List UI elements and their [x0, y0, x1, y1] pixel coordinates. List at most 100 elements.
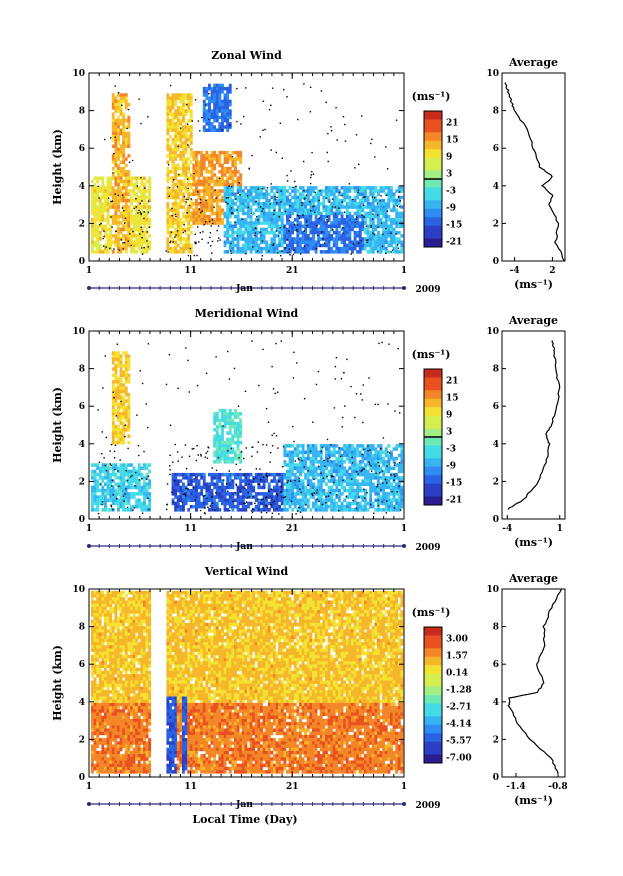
average-frame	[501, 72, 566, 262]
heatmap-cell	[231, 479, 235, 483]
heatmap-cell	[319, 447, 323, 451]
contour-dot	[377, 214, 379, 216]
heatmap-cell	[244, 227, 248, 232]
heatmap-cell	[374, 224, 378, 228]
heatmap-cell	[348, 482, 352, 486]
heatmap-cell	[338, 234, 341, 238]
heatmap-cell	[288, 501, 292, 506]
heatmap-cell	[317, 472, 321, 477]
heatmap-cell	[293, 476, 297, 480]
heatmap-cell	[301, 189, 305, 193]
heatmap-cell	[390, 492, 393, 496]
heatmap-cell	[275, 211, 279, 216]
contour-dot	[105, 436, 107, 439]
heatmap-cell	[119, 469, 123, 474]
heatmap-cell	[257, 472, 261, 477]
heatmap-cell	[296, 227, 300, 232]
heatmap-cell	[215, 444, 219, 448]
heatmap-cell	[348, 198, 352, 203]
heatmap-cell	[239, 208, 243, 212]
contour-dot	[332, 229, 334, 231]
heatmap-cell	[106, 488, 110, 493]
heatmap-cell	[184, 495, 188, 499]
heatmap-cell	[314, 469, 318, 474]
heatmap-cell	[93, 234, 97, 238]
heatmap-cell	[335, 460, 339, 464]
heatmap-cell	[221, 437, 224, 442]
heatmap-cell	[187, 224, 191, 228]
heatmap-cell	[137, 504, 141, 509]
heatmap-cell	[395, 250, 399, 254]
heatmap-cell	[231, 237, 235, 241]
heatmap-cell	[262, 202, 266, 206]
contour-dot	[338, 207, 340, 209]
contour-dot	[174, 443, 176, 446]
heatmap-cell	[109, 472, 113, 477]
contour-dot	[241, 218, 244, 220]
heatmap-cell	[192, 192, 196, 196]
heatmap-cell	[283, 476, 287, 480]
heatmap-cell	[117, 131, 120, 136]
heatmap-cell	[215, 501, 219, 506]
heatmap-cell	[377, 221, 380, 225]
contour-dot	[361, 469, 364, 471]
contour-dot	[325, 101, 327, 104]
heatmap-cell	[127, 122, 131, 126]
heatmap-cell	[145, 195, 149, 200]
heatmap-cell	[205, 93, 209, 97]
heatmap-cell	[124, 205, 128, 209]
heatmap-cell	[143, 492, 146, 496]
heatmap-cell	[221, 106, 224, 110]
contour-dot	[207, 242, 209, 244]
heatmap-cell	[312, 189, 315, 193]
heatmap-cell	[93, 482, 97, 486]
heatmap-cell	[182, 179, 185, 184]
heatmap-cell	[101, 227, 105, 232]
heatmap-cell	[124, 376, 128, 381]
heatmap-cell	[351, 202, 354, 206]
heatmap-cell	[171, 166, 175, 171]
heatmap-cell	[208, 482, 211, 486]
heatmap-cell	[353, 453, 357, 458]
heatmap-cell	[171, 192, 175, 196]
contour-dot	[341, 201, 343, 203]
heatmap-cell	[392, 492, 396, 496]
heatmap-cell	[296, 189, 300, 193]
heatmap-cell	[382, 492, 386, 496]
heatmap-cell	[262, 482, 266, 486]
heatmap-cell	[221, 211, 224, 216]
contour-dot	[276, 196, 278, 198]
heatmap-cell	[291, 492, 295, 496]
contour-dot	[210, 225, 212, 227]
heatmap-cell	[111, 440, 115, 445]
heatmap-cell	[387, 453, 391, 458]
heatmap-cell	[374, 450, 378, 454]
heatmap-cell	[374, 456, 378, 461]
heatmap-cell	[306, 218, 310, 222]
heatmap-cell	[226, 240, 230, 244]
heatmap-cell	[140, 508, 144, 512]
heatmap-cell	[239, 230, 243, 235]
contour-dot	[140, 213, 142, 216]
colorbar-segment	[424, 217, 442, 222]
heatmap-cell	[114, 380, 118, 384]
heatmap-cell	[226, 250, 230, 254]
heatmap-cell	[221, 99, 224, 104]
heatmap-cell	[273, 476, 276, 480]
heatmap-cell	[124, 424, 128, 429]
heatmap-cell	[353, 508, 357, 512]
contour-dot	[399, 206, 401, 208]
heatmap-cell	[176, 250, 180, 254]
heatmap-cell	[221, 195, 224, 200]
contour-dot	[381, 245, 384, 248]
heatmap-cell	[223, 456, 227, 461]
heatmap-cell	[226, 118, 230, 123]
heatmap-cell	[353, 472, 357, 477]
contour-dot	[230, 207, 233, 209]
heatmap-cell	[361, 495, 365, 499]
heatmap-cell	[371, 221, 375, 225]
heatmap-cell	[291, 501, 295, 506]
heatmap-cell	[171, 141, 175, 145]
heatmap-cell	[117, 440, 120, 445]
heatmap-cell	[132, 472, 136, 477]
